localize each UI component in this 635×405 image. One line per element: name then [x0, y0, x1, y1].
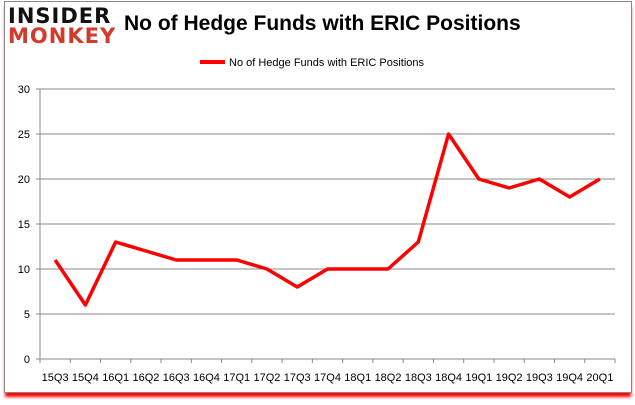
x-tick-label: 18Q1: [344, 372, 371, 384]
legend-label: No of Hedge Funds with ERIC Positions: [229, 57, 425, 69]
y-tick-label: 15: [18, 219, 30, 231]
logo-line1: INSIDER: [8, 4, 112, 28]
insider-monkey-logo: INSIDER MONKEY: [8, 4, 117, 48]
y-tick-label: 5: [24, 309, 30, 321]
x-tick-label: 17Q3: [284, 372, 311, 384]
series-line: [53, 132, 601, 307]
x-tick-label: 15Q4: [72, 372, 99, 384]
x-tick-label: 16Q1: [102, 372, 129, 384]
chart-frame: [4, 1, 632, 393]
x-tick-label: 19Q4: [556, 372, 583, 384]
x-tick-label: 16Q3: [163, 372, 190, 384]
x-tick-label: 18Q4: [435, 372, 462, 384]
x-tick-label: 18Q3: [405, 372, 432, 384]
x-tick-label: 16Q4: [193, 372, 220, 384]
y-tick-label: 0: [24, 354, 30, 366]
y-tick-label: 20: [18, 174, 30, 186]
x-tick-label: 17Q1: [223, 372, 250, 384]
x-tick-label: 20Q1: [586, 372, 613, 384]
x-tick-label: 19Q2: [496, 372, 523, 384]
chart-title: No of Hedge Funds with ERIC Positions: [124, 12, 521, 35]
x-tick-label: 18Q2: [375, 372, 402, 384]
y-tick-label: 25: [18, 129, 30, 141]
x-tick-label: 19Q1: [465, 372, 492, 384]
y-tick-label: 10: [18, 264, 30, 276]
x-tick-label: 16Q2: [132, 372, 159, 384]
y-tick-label: 30: [18, 84, 30, 96]
x-tick-label: 17Q2: [254, 372, 281, 384]
x-tick-label: 19Q3: [526, 372, 553, 384]
logo-line2: MONKEY: [8, 24, 117, 48]
x-tick-label: 17Q4: [314, 372, 341, 384]
x-tick-label: 15Q3: [42, 372, 69, 384]
